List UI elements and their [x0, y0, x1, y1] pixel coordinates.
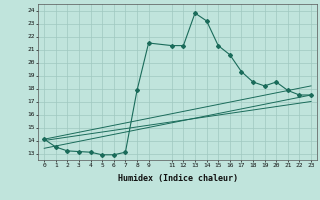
- X-axis label: Humidex (Indice chaleur): Humidex (Indice chaleur): [118, 174, 238, 183]
